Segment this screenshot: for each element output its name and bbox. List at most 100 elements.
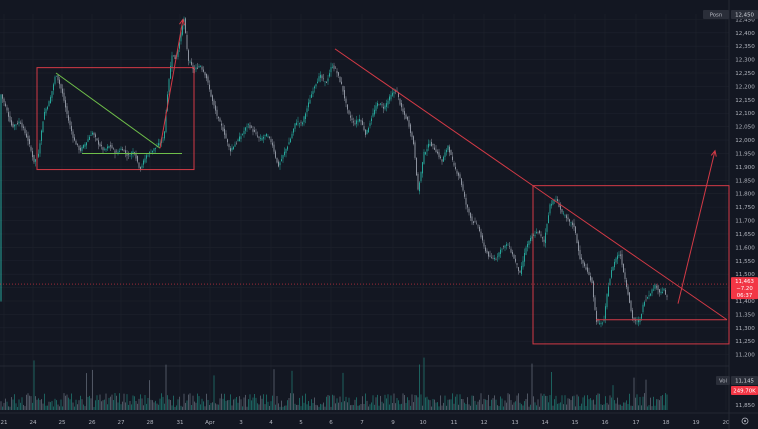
candle-body: [203, 69, 204, 72]
volume-y-tick: 11,850: [735, 403, 755, 409]
candle-body: [483, 242, 485, 247]
volume-bar: [195, 402, 197, 410]
x-tick-label: 18: [662, 420, 670, 426]
candle-body: [612, 267, 614, 271]
volume-bar: [272, 395, 273, 410]
candle-body: [165, 112, 167, 133]
volume-bar: [173, 395, 174, 410]
candle-body: [212, 95, 213, 101]
candle-body: [377, 102, 378, 107]
y-tick-label: 11,300: [735, 326, 755, 332]
candle-body: [309, 99, 311, 104]
volume-bar: [240, 399, 242, 410]
volume-bar: [114, 393, 116, 410]
candle-body: [90, 135, 92, 136]
candle-body: [485, 247, 486, 252]
candle-body: [2, 94, 3, 99]
y-tick-label: 12,350: [735, 44, 755, 50]
candle-body: [666, 295, 668, 297]
x-tick-label: 6: [329, 420, 333, 426]
candle-body: [539, 230, 540, 233]
volume-bar: [237, 402, 239, 410]
volume-bar: [567, 398, 569, 410]
volume-bar: [255, 397, 257, 410]
volume-bar: [332, 394, 333, 410]
candle-body: [248, 124, 249, 125]
candle-body: [342, 85, 344, 92]
volume-bar: [341, 402, 342, 410]
candle-body: [513, 254, 515, 259]
candle-body: [546, 224, 548, 232]
volume-bar: [435, 402, 437, 410]
candle-body: [5, 103, 6, 107]
candle-body: [596, 310, 597, 322]
candle-body: [311, 94, 312, 98]
volume-bar: [447, 399, 449, 410]
candle-body: [33, 154, 35, 163]
candle-body: [366, 130, 368, 134]
candle-body: [92, 132, 93, 135]
volume-bar: [617, 397, 618, 410]
candle-body: [524, 252, 525, 262]
candle-body: [392, 92, 393, 96]
volume-bar: [74, 406, 75, 410]
volume-bar: [588, 399, 590, 410]
volume-bar: [354, 399, 356, 410]
volume-bar: [534, 402, 536, 410]
drawing-arrow-left-head[interactable]: [179, 18, 186, 26]
volume-value-text: 11,145: [735, 379, 754, 385]
drawing-arrow-left[interactable]: [159, 19, 184, 149]
volume-bar: [327, 395, 329, 410]
drawing-arrow-right[interactable]: [677, 150, 716, 304]
candle-body: [465, 198, 467, 205]
volume-bar: [83, 404, 84, 410]
candle-body: [188, 50, 189, 61]
volume-bar: [524, 401, 525, 410]
candle-body: [446, 149, 447, 153]
candle-body: [23, 126, 24, 129]
y-tick-label: 11,600: [735, 245, 755, 251]
candle-body: [141, 165, 143, 168]
volume-bar: [14, 394, 15, 410]
candle-body: [383, 106, 384, 109]
price-badge-change: −7.20: [736, 286, 753, 292]
settings-gear-icon[interactable]: [741, 417, 749, 425]
volume-bar: [183, 393, 185, 410]
volume-bar: [507, 393, 509, 410]
volume-bar: [456, 394, 458, 410]
volume-bar: [584, 395, 585, 410]
candle-body: [93, 132, 95, 135]
volume-bar: [383, 403, 384, 410]
candle-body: [57, 75, 59, 81]
x-tick-label: 3: [239, 420, 243, 426]
volume-bar: [317, 405, 318, 410]
volume-bar: [626, 400, 627, 410]
volume-bar: [581, 403, 582, 410]
volume-bar: [281, 400, 282, 410]
volume-bar: [147, 397, 149, 410]
volume-bar: [413, 402, 414, 410]
drawing-main-trendline[interactable]: [334, 48, 728, 321]
candle-body: [443, 156, 444, 162]
volume-bar: [245, 394, 246, 410]
volume-bar: [633, 377, 635, 410]
volume-bar: [488, 394, 489, 410]
candle-body: [15, 124, 17, 126]
volume-bar: [333, 395, 335, 410]
candle-body: [20, 122, 21, 124]
volume-bar: [483, 398, 485, 410]
candle-body: [54, 76, 56, 84]
y-tick-label: 11,250: [735, 339, 755, 345]
drawing-arrow-right-head[interactable]: [710, 149, 717, 157]
volume-bar: [500, 396, 501, 410]
candle-body: [438, 152, 440, 158]
drawing-green-trendline[interactable]: [55, 72, 161, 149]
volume-bar: [353, 405, 354, 410]
volume-bar: [270, 401, 272, 410]
drawing-box-left[interactable]: [36, 67, 195, 171]
drawing-box-right[interactable]: [532, 185, 730, 345]
candle-body: [561, 208, 563, 213]
volume-bar: [228, 400, 230, 410]
